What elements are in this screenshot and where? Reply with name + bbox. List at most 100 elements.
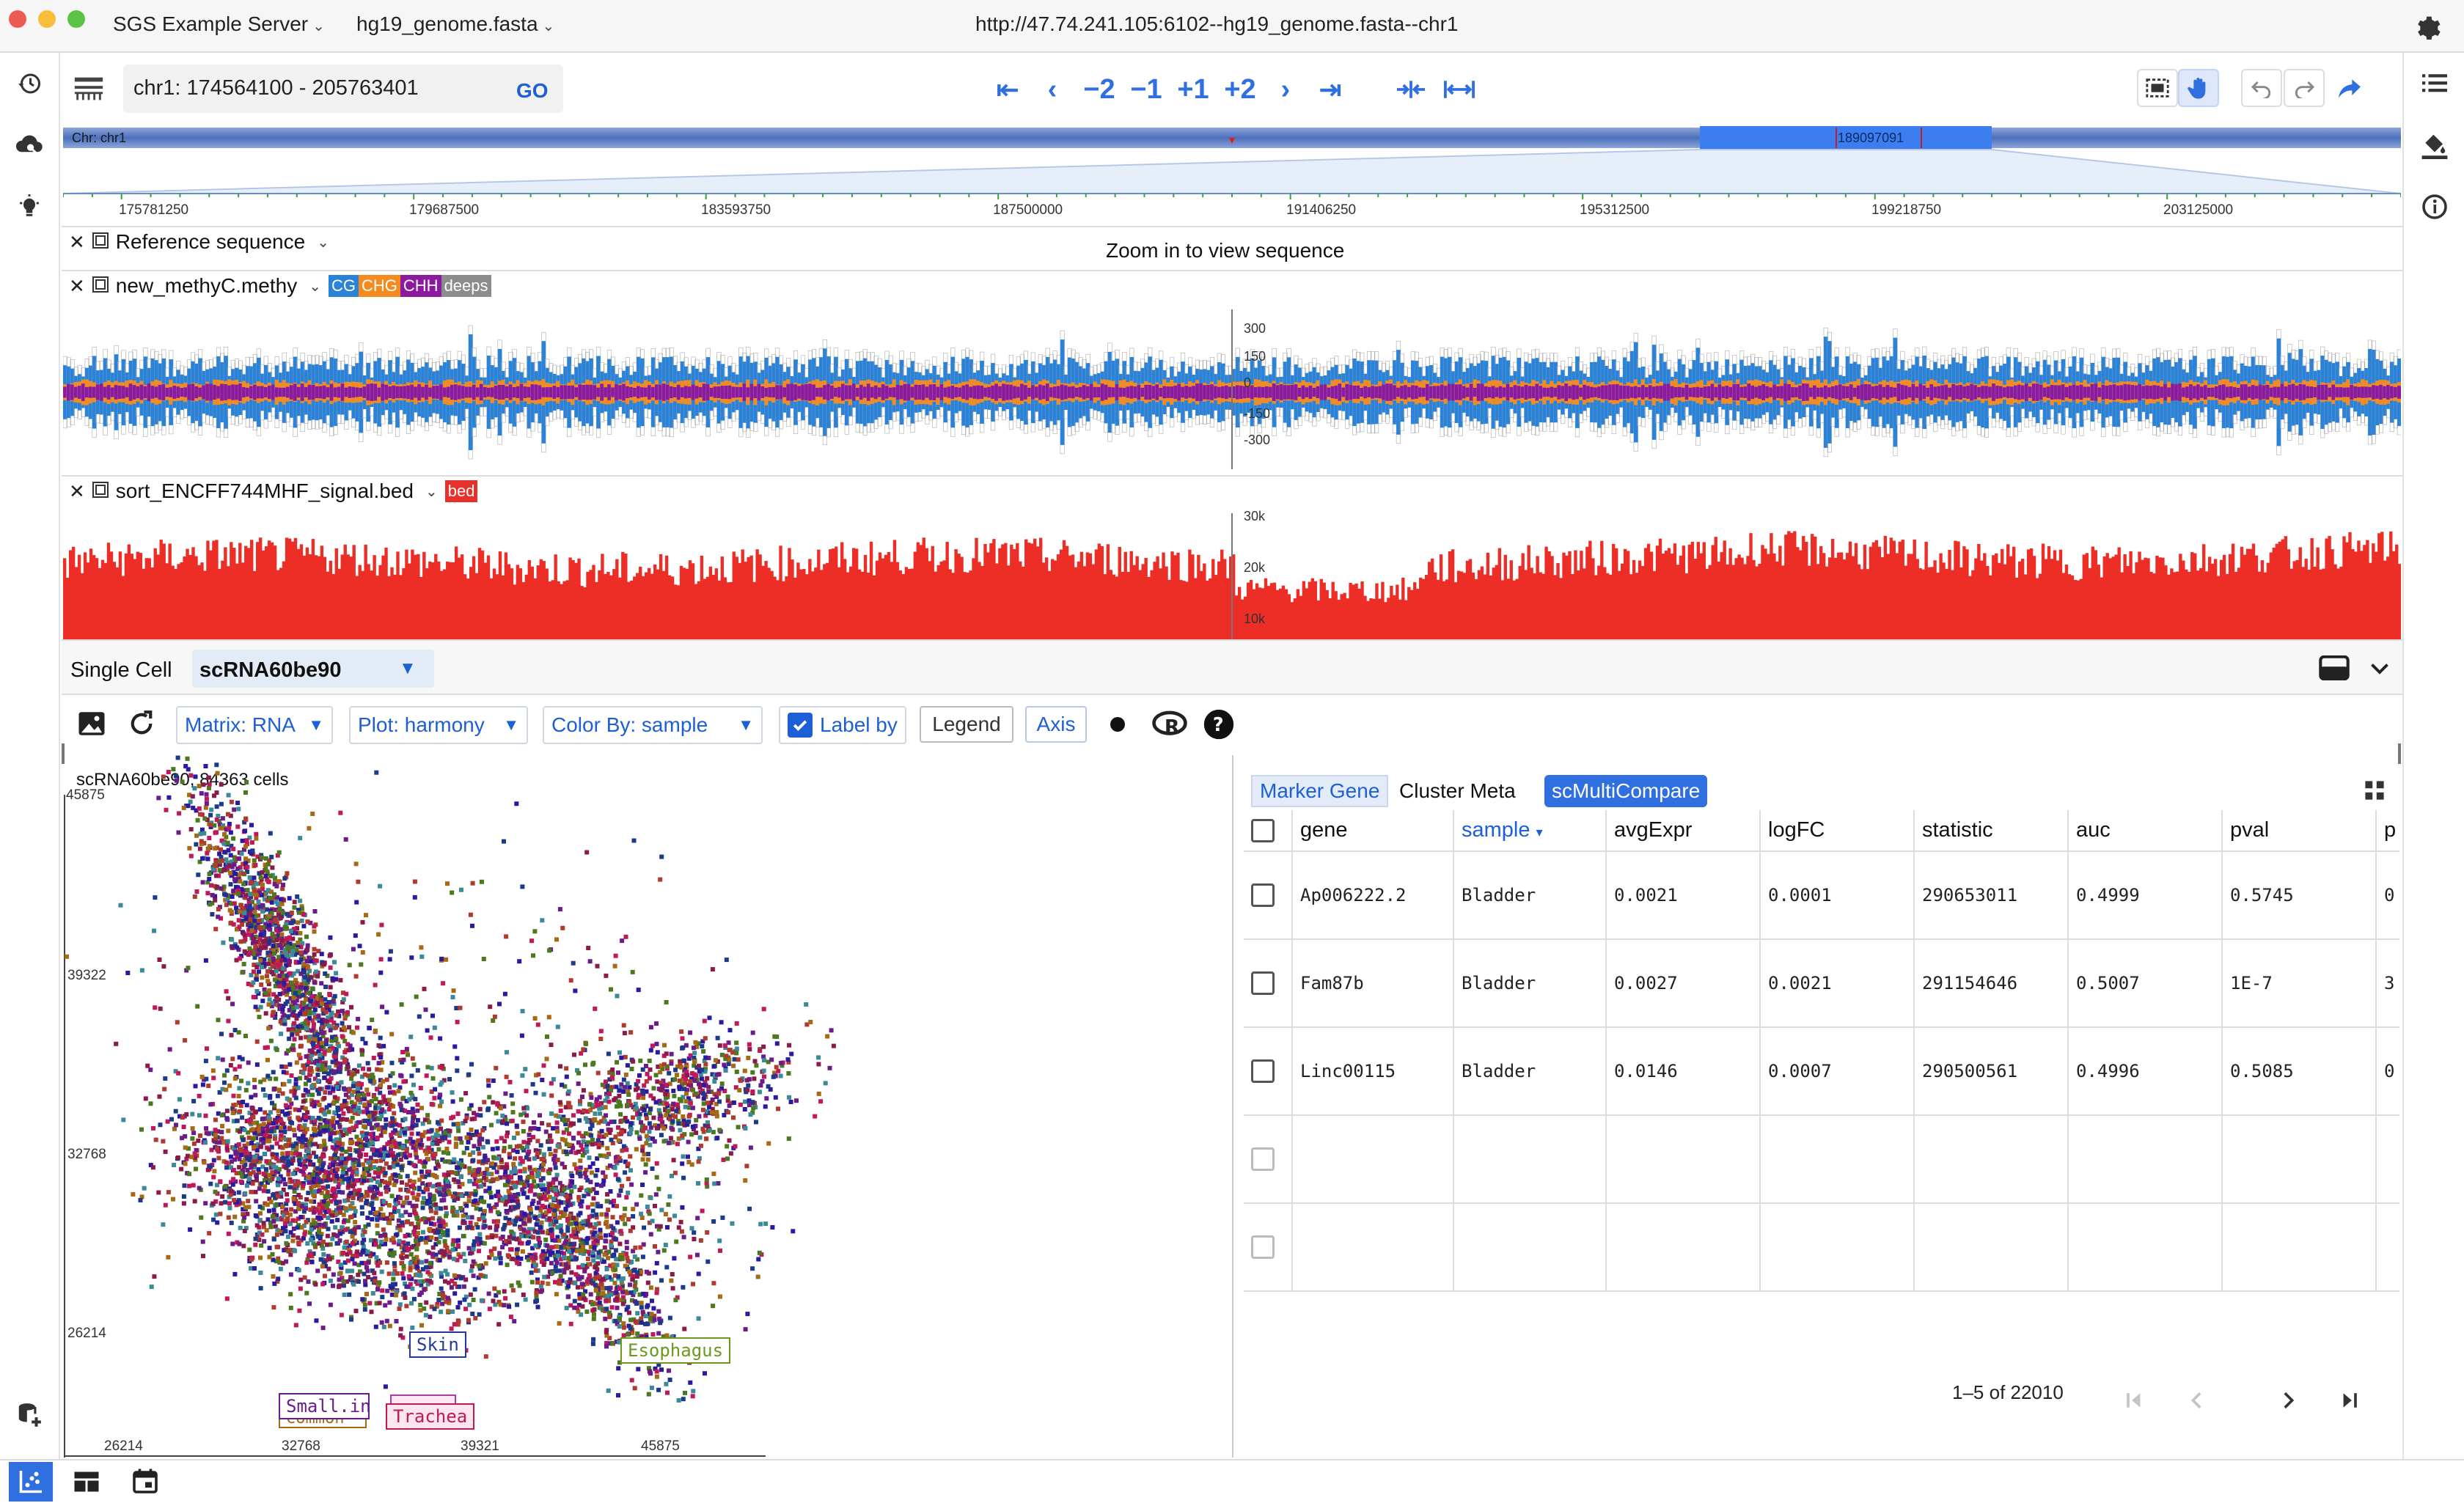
zoom-out-1-button[interactable]: −1 [1130, 73, 1162, 105]
select-region-icon[interactable] [2137, 69, 2178, 107]
plot-dropdown[interactable]: Plot: harmony ▼ [349, 706, 528, 744]
chh-bar [841, 383, 846, 401]
cell-point [239, 953, 244, 958]
label-by-toggle[interactable]: Label by [779, 706, 906, 744]
chromosome-overview[interactable]: Chr: chr1 189097091 175781250 179687500 … [62, 126, 2402, 226]
methyl-track-name[interactable]: new_methyC.methy [115, 274, 298, 297]
share-icon[interactable] [2335, 73, 2364, 103]
chevron-down-icon[interactable]: ⌄ [309, 278, 321, 295]
cg-badge[interactable]: CG [329, 275, 359, 297]
deeps-badge[interactable]: deeps [441, 275, 491, 297]
zoom-out-2-button[interactable]: −2 [1083, 73, 1115, 105]
cell-point [216, 873, 221, 878]
cell-point [268, 916, 274, 921]
redo-icon[interactable] [2284, 69, 2325, 107]
close-window-button[interactable] [9, 10, 26, 28]
history-icon[interactable] [7, 62, 51, 106]
chh-badge[interactable]: CHH [400, 275, 441, 297]
bed-signal-bar [2287, 549, 2290, 639]
color-by-dropdown[interactable]: Color By: sample ▼ [543, 706, 763, 744]
jump-start-button[interactable]: ⇤ [996, 74, 1019, 106]
close-track-icon[interactable]: ✕ [69, 274, 85, 297]
jump-end-button[interactable]: ⇥ [1319, 74, 1342, 106]
database-add-icon[interactable] [7, 1393, 51, 1437]
point-size-icon[interactable] [1110, 717, 1125, 732]
cell-point [244, 903, 249, 908]
info-icon[interactable] [2413, 185, 2457, 229]
checkbox-checked-icon[interactable] [788, 713, 813, 738]
scatter-plot-panel[interactable]: scRNA60be90, 84363 cells 45875 39322 327… [62, 755, 1232, 1458]
help-icon[interactable]: ? [1203, 708, 1235, 741]
track-settings-icon[interactable] [92, 479, 109, 503]
chg-badge[interactable]: CHG [359, 275, 400, 297]
axis-button[interactable]: Axis [1025, 706, 1087, 743]
collapse-panel-icon[interactable] [2369, 657, 2394, 679]
bed-signal-bar [1606, 573, 1610, 639]
r-script-icon[interactable]: R [1151, 708, 1189, 741]
bed-signal-bar [980, 565, 984, 639]
cloud-search-icon[interactable] [7, 123, 51, 167]
panel-layout-icon[interactable] [2319, 655, 2351, 682]
expand-view-icon[interactable] [1437, 67, 1481, 111]
chh-bar [348, 386, 353, 398]
bed-signal-bar [1079, 551, 1084, 639]
zoom-in-1-button[interactable]: +1 [1177, 73, 1209, 105]
chh-bar [373, 383, 378, 401]
collapse-view-icon[interactable] [1389, 67, 1433, 111]
bed-signal-bar [2389, 531, 2393, 639]
chevron-down-icon[interactable]: ⌄ [425, 483, 438, 500]
bed-signal-bar [1337, 599, 1341, 639]
location-input[interactable]: chr1: 174564100 - 205763401 GO [123, 65, 563, 113]
close-track-icon[interactable]: ✕ [69, 230, 85, 253]
cell-point [259, 946, 263, 951]
step-right-button[interactable]: › [1280, 73, 1291, 105]
cell-point [290, 949, 296, 954]
cell-point [286, 947, 291, 952]
undo-icon[interactable] [2241, 69, 2282, 107]
chevron-down-icon[interactable]: ⌄ [317, 234, 329, 251]
track-layout-icon[interactable] [72, 72, 106, 106]
step-left-button[interactable]: ‹ [1047, 73, 1057, 105]
track-settings-icon[interactable] [92, 230, 109, 254]
chh-bar [928, 384, 934, 400]
cell-point [342, 1103, 347, 1107]
bed-track-name[interactable]: sort_ENCFF744MHF_signal.bed [115, 479, 414, 502]
genome-selector[interactable]: hg19_genome.fasta ⌄ [356, 12, 555, 35]
paint-bucket-icon[interactable] [2413, 123, 2457, 167]
pan-hand-icon[interactable] [2178, 69, 2219, 107]
chh-bar [136, 386, 141, 399]
cell-point [335, 1096, 340, 1101]
cell-point [359, 1074, 364, 1079]
settings-gear-icon[interactable] [2413, 12, 2442, 41]
cell-point [370, 1110, 375, 1115]
cell-point [219, 838, 224, 843]
chh-bar [249, 386, 254, 399]
cell-point [342, 1056, 347, 1062]
bed-signal-bar [218, 568, 221, 639]
zoom-in-2-button[interactable]: +2 [1224, 73, 1256, 105]
dataset-selector[interactable]: scRNA60be90 ▼ [192, 650, 434, 688]
close-track-icon[interactable]: ✕ [69, 479, 85, 502]
cell-point [239, 851, 244, 856]
reference-track-name[interactable]: Reference sequence [115, 230, 306, 253]
minimize-window-button[interactable] [38, 10, 56, 28]
matrix-dropdown[interactable]: Matrix: RNA ▼ [176, 706, 333, 744]
cell-point [390, 1151, 395, 1155]
chh-bar [1214, 386, 1218, 399]
refresh-icon[interactable] [126, 708, 158, 741]
legend-button[interactable]: Legend [920, 706, 1013, 743]
maximize-window-button[interactable] [67, 10, 85, 28]
chh-bar [884, 386, 890, 399]
bed-signal-bar [1211, 559, 1215, 639]
bed-badge[interactable]: bed [444, 480, 478, 502]
cell-point [259, 965, 264, 970]
bed-signal-bar [1740, 557, 1744, 639]
chh-bar [154, 386, 159, 398]
go-button[interactable]: GO [516, 79, 549, 102]
bed-signal-bar [1687, 544, 1692, 639]
lightbulb-icon[interactable] [7, 185, 51, 229]
server-selector[interactable]: SGS Example Server ⌄ [113, 12, 325, 35]
list-icon[interactable] [2413, 62, 2457, 106]
export-image-icon[interactable] [76, 708, 109, 741]
track-settings-icon[interactable] [92, 274, 109, 298]
